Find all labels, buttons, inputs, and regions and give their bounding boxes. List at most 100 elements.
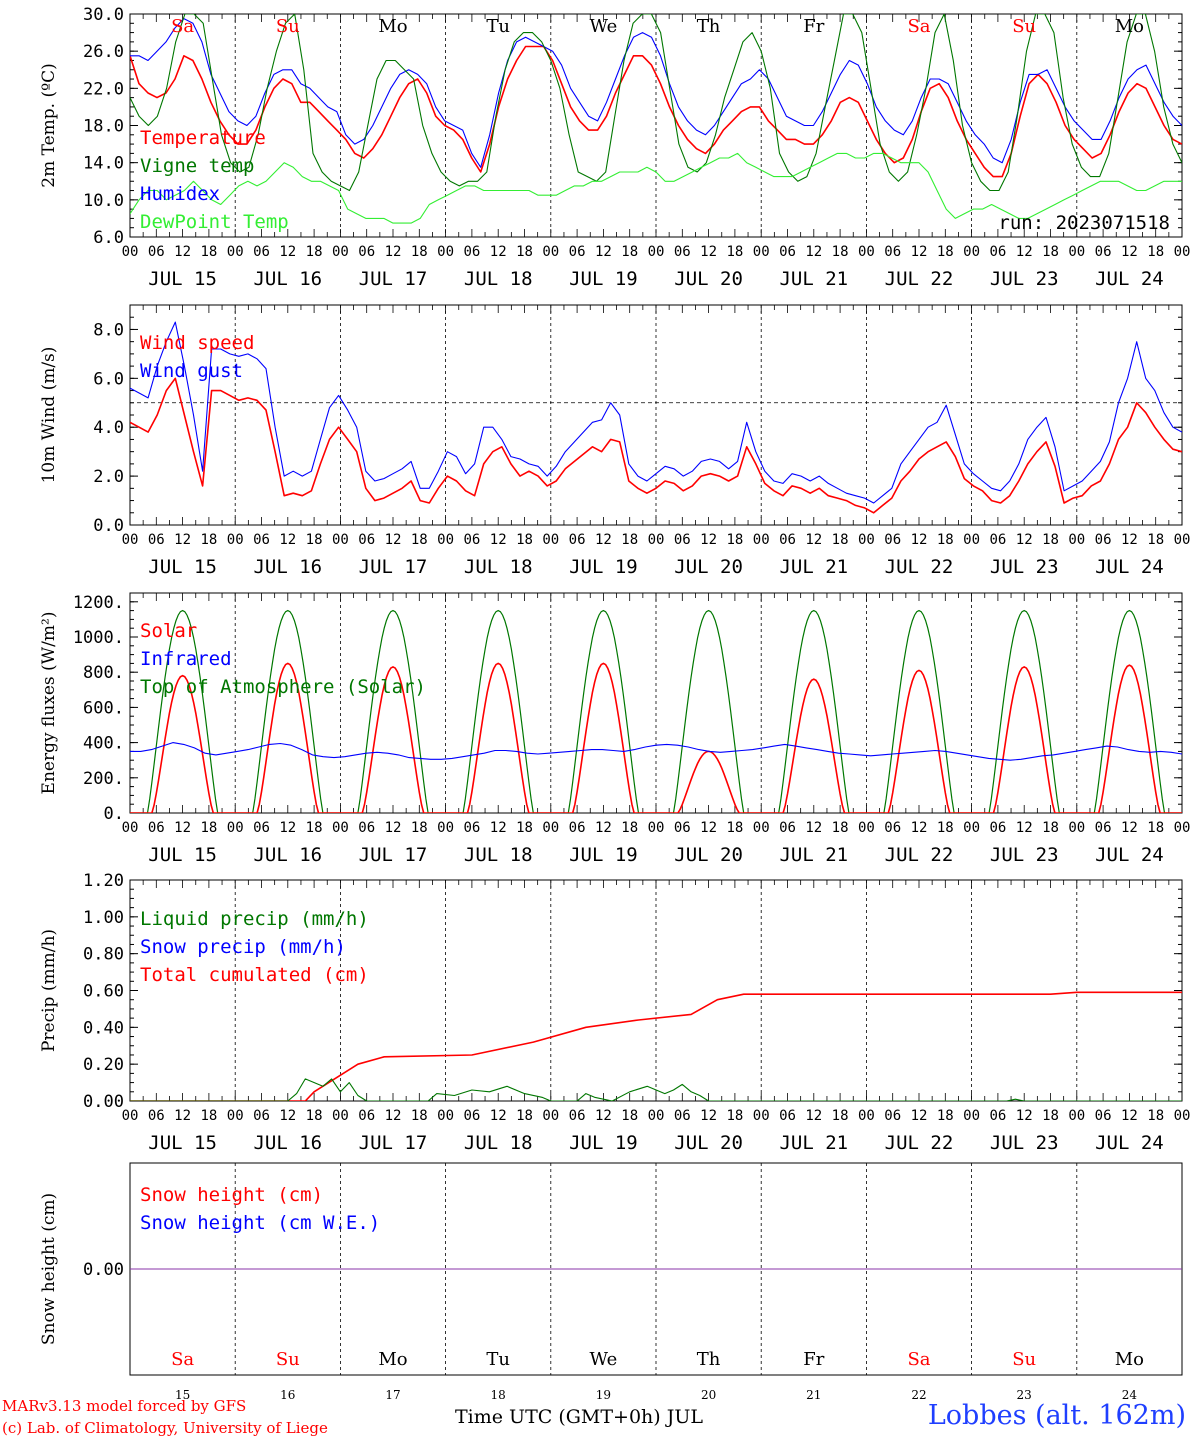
solar-line xyxy=(130,662,1182,813)
hour-label: 18 xyxy=(621,1108,638,1124)
hour-label: 12 xyxy=(174,820,191,836)
date-label: JUL 15 xyxy=(148,268,217,290)
hour-label: 18 xyxy=(516,820,533,836)
y-tick-label: 8.0 xyxy=(93,320,124,340)
weekday-label: Sa xyxy=(171,1349,194,1370)
weekday-label: Th xyxy=(697,16,721,37)
hour-label: 00 xyxy=(437,532,454,548)
hour-label: 00 xyxy=(858,244,875,260)
hour-label: 00 xyxy=(1174,532,1191,548)
hour-label: 06 xyxy=(569,244,586,260)
hour-label: 06 xyxy=(779,1108,796,1124)
infrared-line xyxy=(130,742,1182,761)
precip-series-group xyxy=(130,991,1182,1101)
hour-label: 06 xyxy=(674,820,691,836)
snow-y-axis-title: Snow height (cm) xyxy=(39,1193,59,1345)
hour-label: 06 xyxy=(253,244,270,260)
date-label: JUL 22 xyxy=(885,268,954,290)
date-label: JUL 23 xyxy=(990,268,1059,290)
y-tick-label: 1200. xyxy=(73,593,124,613)
hour-label: 06 xyxy=(358,244,375,260)
hour-label: 18 xyxy=(621,532,638,548)
date-label: JUL 16 xyxy=(253,844,322,866)
hour-label: 00 xyxy=(332,820,349,836)
date-label: JUL 18 xyxy=(464,556,533,578)
hour-label: 06 xyxy=(779,532,796,548)
y-tick-label: 0.20 xyxy=(83,1055,124,1075)
weekday-label: Mo xyxy=(378,16,407,37)
weekday-label: Mo xyxy=(1115,1349,1144,1370)
hour-label: 00 xyxy=(437,1108,454,1124)
hour-label: 18 xyxy=(200,532,217,548)
weekday-label: Su xyxy=(1012,16,1036,37)
y-tick-label: 1.20 xyxy=(83,871,124,891)
hour-label: 06 xyxy=(884,820,901,836)
hour-label: 18 xyxy=(200,244,217,260)
hour-label: 00 xyxy=(122,532,139,548)
weekday-label: Sa xyxy=(171,16,194,37)
date-label: JUL 23 xyxy=(990,844,1059,866)
day-number: 20 xyxy=(701,1388,716,1402)
hour-label: 00 xyxy=(542,820,559,836)
weekday-label: Tu xyxy=(486,1349,510,1370)
temp-series-group xyxy=(130,14,1182,224)
wind-series-group xyxy=(130,321,1182,514)
y-tick-label: 600. xyxy=(83,698,124,718)
hour-label: 06 xyxy=(569,820,586,836)
hour-label: 00 xyxy=(122,244,139,260)
hour-label: 12 xyxy=(174,532,191,548)
hour-label: 12 xyxy=(911,1108,928,1124)
legend-entry: Wind gust xyxy=(140,360,243,382)
legend-entry: Temperature xyxy=(140,127,266,149)
liquid-precip-mm-h-line xyxy=(130,1078,1182,1101)
hour-label: 12 xyxy=(1121,820,1138,836)
legend-entry: Humidex xyxy=(140,183,220,205)
hour-label: 12 xyxy=(279,820,296,836)
hour-label: 12 xyxy=(805,532,822,548)
hour-label: 00 xyxy=(542,1108,559,1124)
date-label: JUL 20 xyxy=(674,844,743,866)
wind-y-axis-title: 10m Wind (m/s) xyxy=(39,347,59,484)
date-label: JUL 24 xyxy=(1095,556,1164,578)
hour-label: 18 xyxy=(200,1108,217,1124)
hour-label: 06 xyxy=(779,820,796,836)
total-cumulated-cm-line xyxy=(130,991,1182,1101)
hour-label: 00 xyxy=(648,820,665,836)
weekday-label: Su xyxy=(1012,1349,1036,1370)
hour-label: 00 xyxy=(122,820,139,836)
date-label: JUL 21 xyxy=(779,844,848,866)
hour-label: 12 xyxy=(805,1108,822,1124)
hour-label: 00 xyxy=(963,244,980,260)
date-label: JUL 15 xyxy=(148,1132,217,1154)
date-label: JUL 22 xyxy=(885,556,954,578)
hour-label: 18 xyxy=(306,244,323,260)
weekday-label: We xyxy=(590,1349,618,1370)
hour-label: 00 xyxy=(437,820,454,836)
hour-label: 06 xyxy=(884,1108,901,1124)
hour-label: 00 xyxy=(1068,244,1085,260)
hour-label: 18 xyxy=(306,820,323,836)
hour-label: 12 xyxy=(279,1108,296,1124)
hour-label: 06 xyxy=(358,820,375,836)
y-tick-label: 10.0 xyxy=(83,191,124,211)
hour-label: 06 xyxy=(1095,244,1112,260)
hour-label: 18 xyxy=(306,1108,323,1124)
hour-label: 18 xyxy=(306,532,323,548)
date-label: JUL 24 xyxy=(1095,844,1164,866)
hour-label: 00 xyxy=(753,820,770,836)
hour-label: 00 xyxy=(753,244,770,260)
date-label: JUL 19 xyxy=(569,1132,638,1154)
y-tick-label: 0.00 xyxy=(83,1092,124,1112)
hour-label: 18 xyxy=(516,532,533,548)
energy-series-group xyxy=(130,609,1182,813)
hour-label: 12 xyxy=(1016,1108,1033,1124)
toa-solar-line xyxy=(130,609,1182,813)
hour-label: 12 xyxy=(1121,532,1138,548)
hour-label: 12 xyxy=(911,532,928,548)
energy-y-axis-title: Energy fluxes (W/m²) xyxy=(39,612,59,795)
hour-label: 18 xyxy=(1147,820,1164,836)
lab-credit: (c) Lab. of Climatology, University of L… xyxy=(2,1419,328,1437)
hour-label: 06 xyxy=(989,244,1006,260)
hour-label: 06 xyxy=(989,820,1006,836)
energy-panel: 0. 200. 400. 600. 800. 1000. 1200. Energy fluxe… xyxy=(39,592,1190,866)
